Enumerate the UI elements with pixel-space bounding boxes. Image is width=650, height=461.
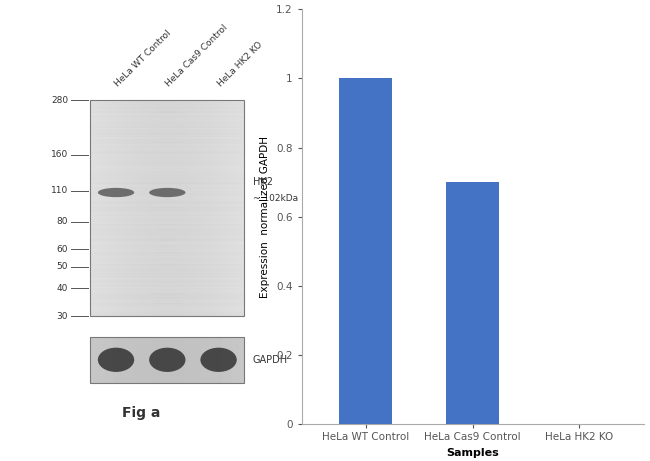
Bar: [90, 337, 244, 383]
Text: 30: 30: [57, 312, 68, 321]
Ellipse shape: [98, 348, 134, 372]
Bar: [446, 182, 499, 424]
Bar: [90, 100, 244, 316]
Text: 110: 110: [51, 186, 68, 195]
Ellipse shape: [200, 348, 237, 372]
Ellipse shape: [98, 188, 134, 197]
Text: 50: 50: [57, 262, 68, 272]
Text: HeLa Cas9 Control: HeLa Cas9 Control: [164, 23, 230, 88]
Text: ~ 102kDa: ~ 102kDa: [253, 194, 298, 203]
Bar: [339, 78, 393, 424]
Text: Fig a: Fig a: [122, 406, 160, 420]
Text: 280: 280: [51, 96, 68, 105]
Text: HK2: HK2: [253, 177, 272, 187]
Text: 40: 40: [57, 284, 68, 293]
Text: HeLa HK2 KO: HeLa HK2 KO: [216, 40, 264, 88]
Ellipse shape: [149, 348, 185, 372]
Text: HeLa WT Control: HeLa WT Control: [113, 28, 173, 88]
Text: 60: 60: [57, 245, 68, 254]
Y-axis label: Expression  normalized GAPDH: Expression normalized GAPDH: [261, 136, 270, 298]
Text: GAPDH: GAPDH: [253, 355, 288, 365]
Text: 80: 80: [57, 217, 68, 226]
Text: 160: 160: [51, 150, 68, 159]
X-axis label: Samples: Samples: [446, 448, 499, 458]
Ellipse shape: [149, 188, 185, 197]
